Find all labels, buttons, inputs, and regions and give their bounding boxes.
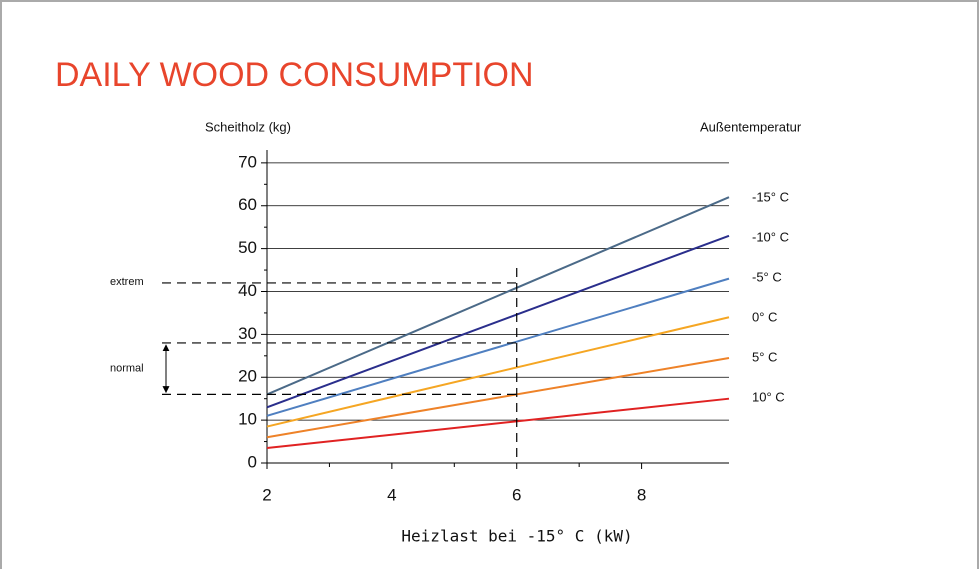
- annotation-label: normal: [110, 363, 144, 375]
- x-tick-label: 4: [387, 485, 396, 504]
- legend-label: -10° C: [752, 229, 789, 244]
- x-tick-label: 2: [262, 485, 271, 504]
- series-line: [266, 397, 730, 449]
- series-line: [266, 356, 730, 439]
- y-axis-label: Scheitholz (kg): [205, 119, 291, 134]
- series-line: [266, 277, 730, 417]
- chart-title: DAILY WOOD CONSUMPTION: [55, 56, 534, 94]
- y-tick-label: 0: [248, 452, 257, 471]
- series-line: [266, 234, 730, 409]
- legend-label: -5° C: [752, 269, 782, 284]
- y-tick-label: 50: [238, 238, 257, 257]
- legend-label: 5° C: [752, 349, 777, 364]
- series-line: [266, 316, 730, 428]
- legend-title: Außentemperatur: [700, 119, 802, 134]
- x-tick-label: 6: [512, 485, 521, 504]
- legend-label: -15° C: [752, 189, 789, 204]
- y-tick-label: 60: [238, 195, 257, 214]
- y-tick-label: 20: [238, 367, 257, 386]
- legend-label: 10° C: [752, 389, 785, 404]
- legend-label: 0° C: [752, 309, 777, 324]
- y-tick-label: 10: [238, 410, 257, 429]
- y-tick-label: 40: [238, 281, 257, 300]
- series-line: [266, 196, 730, 396]
- y-tick-label: 70: [238, 152, 257, 171]
- x-axis-label: Heizlast bei -15° C (kW): [401, 527, 632, 546]
- annotation-label: extrem: [110, 276, 144, 288]
- y-tick-label: 30: [238, 324, 257, 343]
- x-tick-label: 8: [637, 485, 646, 504]
